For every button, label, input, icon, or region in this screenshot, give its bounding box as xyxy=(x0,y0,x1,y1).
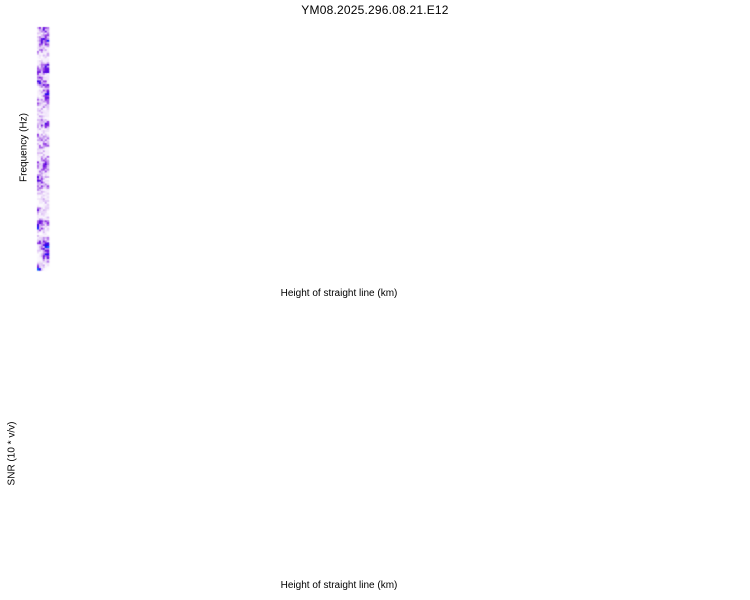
spectrogram-y-axis-label: Frequency (Hz) xyxy=(18,113,30,182)
page-title: YM08.2025.296.08.21.E12 xyxy=(301,3,449,17)
spectrogram-x-axis-label: Height of straight line (km) xyxy=(280,288,398,299)
snr-y-axis-label: SNR (10 * v/v) xyxy=(6,421,18,486)
snr-x-axis-label: Height of straight line (km) xyxy=(280,580,398,591)
